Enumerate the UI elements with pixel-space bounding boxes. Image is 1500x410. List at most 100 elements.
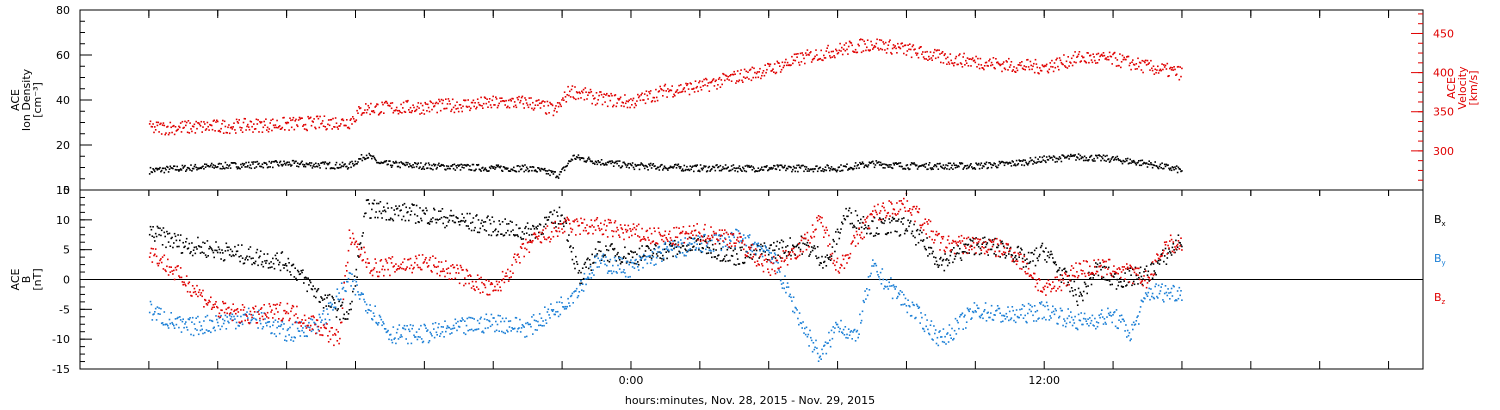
data-point [313,118,315,120]
data-point [977,242,979,245]
data-point [179,319,182,321]
data-point [1100,313,1102,315]
data-point [238,255,240,258]
data-point [960,313,963,316]
data-point [354,285,357,287]
data-point [389,219,391,221]
data-point [954,57,957,60]
data-point [309,162,311,164]
data-point [906,230,909,232]
data-point [674,163,677,166]
data-point [271,129,273,132]
data-point [800,61,803,63]
data-point [418,167,420,170]
data-point [502,166,505,168]
data-point [389,102,392,105]
data-point [526,168,529,170]
data-point [377,114,380,116]
data-point [1036,161,1039,163]
data-point [1060,281,1063,283]
data-point [1085,61,1088,64]
data-point [287,257,290,260]
data-point [1032,65,1034,68]
data-point [805,166,808,168]
data-point [333,306,335,309]
data-point [618,98,621,100]
data-point [536,171,538,173]
data-point [658,245,661,248]
data-point [847,215,849,218]
data-point [495,96,497,98]
data-point [207,125,209,128]
data-point [807,333,810,336]
data-point [266,126,269,129]
data-point [624,257,627,259]
data-point [1022,68,1025,70]
data-point [901,165,903,168]
data-point [627,276,630,278]
data-point [365,154,368,157]
data-point [637,93,639,96]
data-point [952,261,954,264]
data-point [662,169,664,171]
data-point [699,236,701,239]
data-point [689,165,692,167]
data-point [841,169,843,172]
data-point [239,167,241,170]
data-point [905,305,908,307]
data-point [247,126,250,128]
data-point [209,245,211,248]
data-point [1016,315,1019,318]
data-point [792,296,795,298]
data-point [1162,167,1164,170]
data-point [932,168,934,170]
data-point [367,104,370,107]
data-point [709,170,711,172]
data-point [228,124,230,126]
data-point [402,204,404,206]
data-point [415,108,418,111]
data-point [402,107,404,109]
data-point [408,109,410,111]
data-point [425,327,427,329]
data-point [232,126,234,128]
data-point [400,161,402,163]
data-point [172,323,174,325]
data-point [568,94,570,97]
data-point [495,234,498,237]
data-point [454,221,457,224]
data-point [220,314,222,317]
data-point [1115,309,1118,311]
data-point [495,98,498,100]
data-point [388,218,390,221]
data-point [327,163,330,165]
data-point [713,85,716,87]
data-point [799,167,802,169]
data-point [675,256,678,259]
data-point [672,167,674,169]
data-point [196,168,198,171]
data-point [670,248,673,251]
data-point [951,327,953,330]
data-point [952,62,954,65]
data-point [356,284,358,286]
data-point [694,249,697,251]
data-point [741,79,743,82]
data-point [1043,251,1045,253]
data-point [157,264,160,267]
data-point [572,96,574,98]
data-point [377,324,379,326]
data-point [706,85,709,87]
data-point [338,166,340,169]
data-point [457,107,459,110]
data-point [1000,161,1002,164]
data-point [965,167,968,170]
data-point [1039,156,1041,158]
data-point [278,161,281,164]
data-point [473,105,475,108]
data-point [990,64,992,67]
data-point [231,313,234,316]
data-point [862,50,865,52]
data-point [743,261,746,264]
